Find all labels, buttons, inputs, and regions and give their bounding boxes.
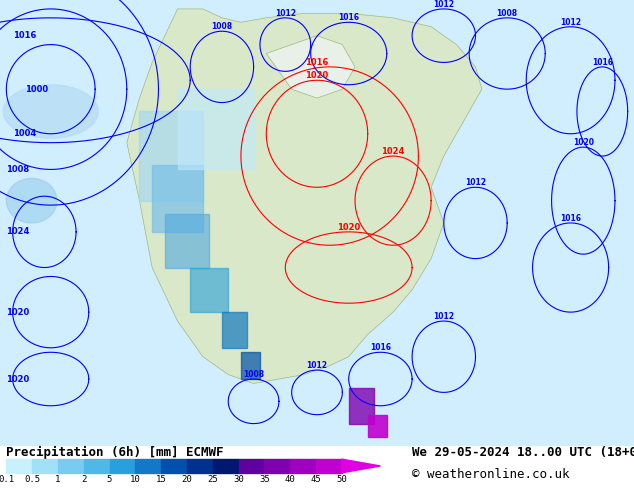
Text: 1024: 1024 [382, 147, 404, 156]
Bar [139, 112, 203, 201]
Bar [32, 459, 58, 473]
Bar [349, 388, 374, 423]
Text: 1004: 1004 [13, 129, 36, 138]
Text: 1016: 1016 [370, 343, 391, 352]
Text: 0.1: 0.1 [0, 475, 15, 484]
Text: 2: 2 [81, 475, 86, 484]
Bar [84, 459, 110, 473]
Text: 1020: 1020 [6, 374, 30, 384]
Bar [368, 415, 387, 437]
Text: 1016: 1016 [592, 58, 613, 67]
Bar [290, 459, 316, 473]
Bar [178, 89, 254, 170]
Bar [161, 459, 187, 473]
Text: 40: 40 [285, 475, 295, 484]
Text: 1012: 1012 [560, 18, 581, 27]
Text: 5: 5 [107, 475, 112, 484]
Text: 1016: 1016 [306, 58, 328, 67]
Text: 1008: 1008 [6, 165, 29, 174]
Text: 1: 1 [55, 475, 61, 484]
Text: 1012: 1012 [433, 0, 455, 9]
Text: Precipitation (6h) [mm] ECMWF: Precipitation (6h) [mm] ECMWF [6, 446, 224, 459]
Text: 1008: 1008 [496, 9, 518, 18]
Text: 20: 20 [181, 475, 192, 484]
Polygon shape [342, 459, 380, 473]
Bar [238, 459, 264, 473]
Bar [264, 459, 290, 473]
Text: 1020: 1020 [6, 308, 30, 317]
Text: 1012: 1012 [275, 9, 296, 18]
Text: 1012: 1012 [433, 312, 455, 321]
Ellipse shape [6, 178, 57, 223]
Text: 1000: 1000 [25, 85, 48, 94]
Text: 0.5: 0.5 [24, 475, 40, 484]
Bar [241, 352, 260, 379]
Bar [6, 459, 32, 473]
Text: 1008: 1008 [243, 370, 264, 379]
Text: We 29-05-2024 18..00 UTC (18+06): We 29-05-2024 18..00 UTC (18+06) [412, 446, 634, 459]
Bar [58, 459, 84, 473]
Bar [213, 459, 238, 473]
Text: 25: 25 [207, 475, 218, 484]
Text: 1016: 1016 [13, 31, 36, 40]
Text: 1016: 1016 [338, 13, 359, 23]
Text: 50: 50 [336, 475, 347, 484]
Polygon shape [127, 9, 482, 384]
Text: © weatheronline.co.uk: © weatheronline.co.uk [412, 468, 569, 481]
Text: 1020: 1020 [573, 138, 594, 147]
Text: 35: 35 [259, 475, 269, 484]
Bar [187, 459, 213, 473]
Text: 1024: 1024 [6, 227, 30, 236]
Text: 15: 15 [156, 475, 167, 484]
Bar [165, 214, 209, 268]
Polygon shape [266, 36, 355, 98]
Text: 1020: 1020 [337, 223, 360, 232]
Ellipse shape [3, 85, 98, 138]
Text: 1020: 1020 [306, 72, 328, 80]
Text: 45: 45 [311, 475, 321, 484]
Text: 1016: 1016 [560, 214, 581, 223]
Bar [222, 312, 247, 348]
Text: 30: 30 [233, 475, 244, 484]
Text: 10: 10 [130, 475, 141, 484]
Bar [135, 459, 161, 473]
Bar [316, 459, 342, 473]
Bar [190, 268, 228, 312]
Bar [152, 165, 203, 232]
Text: 1008: 1008 [211, 22, 233, 31]
Bar [110, 459, 135, 473]
Text: 1012: 1012 [465, 178, 486, 187]
Text: 1012: 1012 [306, 361, 328, 370]
